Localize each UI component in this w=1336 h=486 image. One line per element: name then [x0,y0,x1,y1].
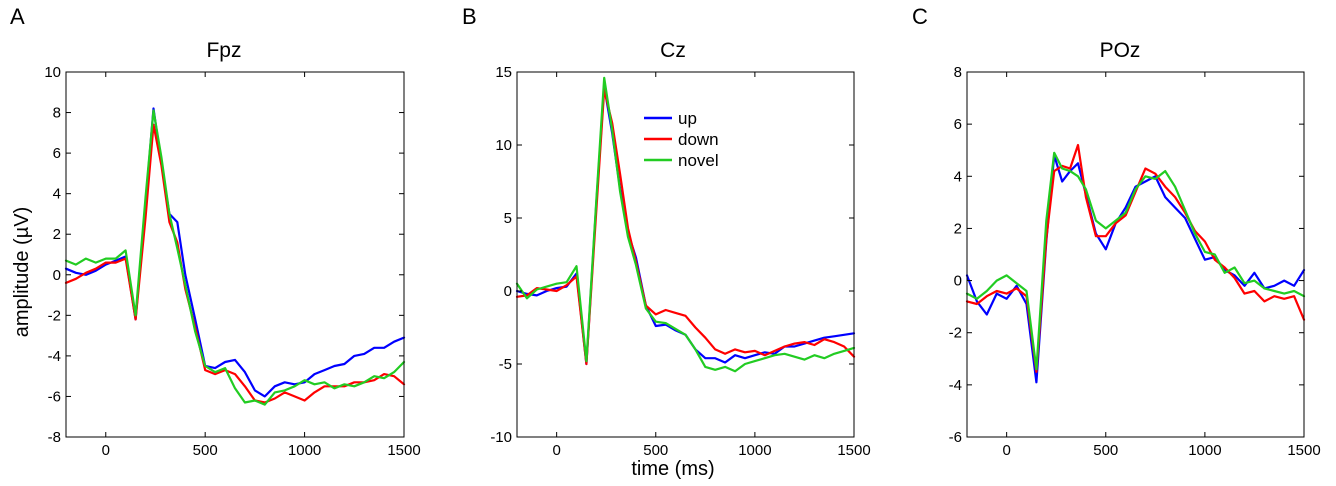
panel-a-y-tick-label: 0 [53,267,61,284]
panel-c-series-novel-line [965,151,1306,371]
panel-c-y-tick-label: 6 [954,116,962,133]
panel-a-y-tick-label: -2 [48,307,61,324]
panel-letter-b: B [462,4,477,29]
panel-b-x-tick-label: 0 [552,442,560,459]
panel-c-y-tick-label: -2 [949,325,962,342]
panel-b-y-tick-label: 10 [495,137,512,154]
panel-a-y-tick-label: 10 [44,64,61,81]
panel-b-y-tick-label: 15 [495,64,512,81]
legend-label-down: down [678,130,719,149]
panel-b-series-down-line [515,88,856,366]
panel-c-y-tick-label: -6 [949,429,962,446]
x-axis-label: time (ms) [631,458,714,480]
panel-a-x-tick-label: 1000 [288,442,321,459]
panel-c-plot: 0 500 1000 1500 -6 -4 -2 0 2 4 6 8 [949,64,1321,459]
panel-c: C POz 0 500 1000 1500 -6 -4 -2 0 2 4 6 8 [912,4,1321,459]
panel-b-plot: 0 500 1000 1500 -10 -5 0 5 10 15 [490,64,870,459]
panel-b-series-novel-line [515,76,856,373]
panel-b-y-tick-label: -10 [490,429,512,446]
panel-a-y-tick-label: -8 [48,429,61,446]
panel-a-plot: 0 500 1000 1500 -8 -6 -4 -2 0 2 4 6 8 10 [44,64,420,459]
panel-a-x-tick-label: 1500 [387,442,420,459]
panel-b: B Cz 0 500 1000 1500 -10 -5 0 5 10 15 [462,4,871,459]
panel-a-y-tick-label: 2 [53,226,61,243]
legend: up down novel [644,109,719,170]
panel-a-series-novel-line [64,109,406,406]
panel-a-axes-box [65,71,405,438]
panel-b-y-tick-label: 5 [504,210,512,227]
panel-c-series-down-line [965,143,1306,373]
panel-b-axes-box [516,71,855,438]
legend-label-novel: novel [678,151,719,170]
panel-a-series-up-line [64,107,406,398]
panel-letter-a: A [10,4,25,29]
panel-c-x-tick-label: 1000 [1188,442,1221,459]
panel-c-x-tick-label: 500 [1093,442,1118,459]
panel-a-y-tick-label: 4 [53,186,61,203]
panel-a-x-tick-label: 500 [193,442,218,459]
panel-b-series-up-line [515,85,856,366]
panel-c-y-tick-label: 2 [954,220,962,237]
panel-b-x-tick-label: 500 [643,442,668,459]
panel-letter-c: C [912,4,928,29]
panel-c-x-tick-label: 0 [1002,442,1010,459]
panel-a-x-tick-label: 0 [102,442,110,459]
panel-a-y-tick-label: -6 [48,388,61,405]
panel-b-y-tick-label: 0 [504,283,512,300]
panel-c-x-tick-label: 1500 [1287,442,1320,459]
panel-a-y-tick-label: -4 [48,348,61,365]
panel-b-x-tick-label: 1000 [738,442,771,459]
y-axis-label: amplitude (µV) [11,207,33,337]
legend-label-up: up [678,109,697,128]
panel-c-y-tick-label: 8 [954,64,962,81]
panel-c-title: POz [1100,39,1141,62]
panel-c-y-tick-label: 4 [954,168,962,185]
panel-b-title: Cz [660,39,686,62]
panel-b-x-tick-label: 1500 [837,442,870,459]
panel-a-title: Fpz [206,39,241,62]
panel-c-y-tick-label: -4 [949,377,962,394]
panel-b-y-tick-label: -5 [499,356,512,373]
panel-a-y-tick-label: 8 [53,105,61,122]
panel-a: A Fpz 0 500 1000 1500 -8 -6 -4 -2 0 2 4 6 8 10 [10,4,421,459]
panel-c-axes-box [966,71,1305,438]
panel-a-y-tick-label: 6 [53,145,61,162]
panel-c-y-tick-label: 0 [954,273,962,290]
